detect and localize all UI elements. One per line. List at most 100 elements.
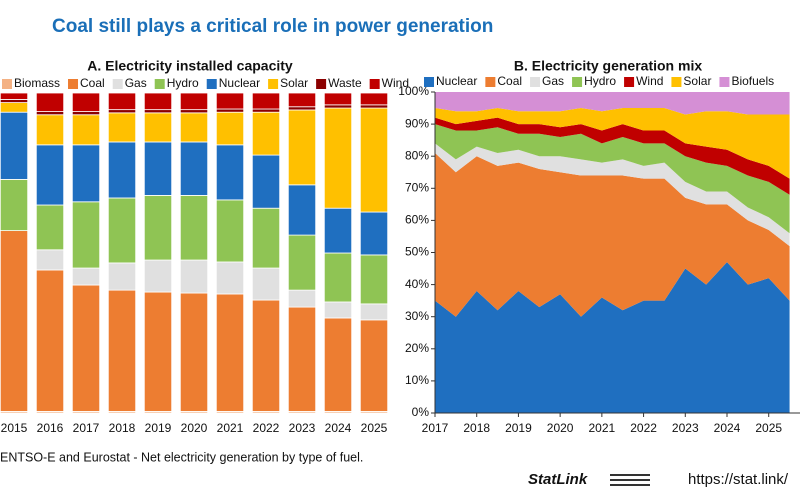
bar-segment [143, 112, 173, 143]
legend-label: Nuclear [219, 76, 260, 90]
bar-segment [359, 319, 389, 412]
y-tick-label: 60% [405, 213, 429, 227]
bar-segment [359, 107, 389, 213]
x-tick-label: 2020 [181, 421, 208, 435]
bar-segment [215, 199, 245, 263]
bar-segment [215, 111, 245, 146]
x-tick-label: 2018 [463, 421, 490, 435]
bar-segment [35, 144, 65, 206]
bar-segment [0, 92, 29, 100]
bar-segment [179, 194, 209, 261]
x-tick-label: 2021 [217, 421, 244, 435]
bar-segment [35, 111, 65, 116]
legend-swatch [68, 79, 79, 89]
statlink-label: StatLink [528, 471, 588, 488]
legend-label: Wind [382, 76, 409, 90]
legend-label: Wind [636, 74, 663, 88]
legend-label: Solar [683, 74, 711, 88]
legend-swatch [2, 79, 12, 89]
bar-segment [251, 267, 281, 301]
x-tick-label: 2020 [547, 421, 574, 435]
page-title: Coal still plays a critical role in powe… [52, 16, 493, 37]
bar-segment [0, 111, 29, 180]
bar-segment [35, 204, 65, 251]
legend-label: Coal [497, 74, 522, 88]
bar-segment [71, 111, 101, 116]
bar-segment [179, 141, 209, 196]
legend-label: Hydro [584, 74, 616, 88]
x-tick-label: 2022 [630, 421, 657, 435]
x-tick-label: 2024 [325, 421, 352, 435]
source-note: ENTSO-E and Eurostat - Net electricity g… [0, 450, 363, 464]
area [435, 262, 790, 413]
bar-segment [0, 178, 29, 231]
legend-swatch [206, 79, 217, 89]
x-tick-label: 2023 [289, 421, 316, 435]
y-tick-label: 0% [412, 405, 430, 419]
y-tick-label: 40% [405, 277, 429, 291]
bar-segment [35, 92, 65, 112]
bar-segment [359, 104, 389, 109]
area [435, 152, 790, 317]
y-tick-label: 20% [405, 341, 429, 355]
bar-segment [287, 106, 317, 111]
bar-segment [251, 92, 281, 110]
area [435, 124, 790, 234]
bar-segment [359, 92, 389, 106]
x-tick-label: 2015 [1, 421, 28, 435]
y-tick-label: 30% [405, 309, 429, 323]
legend-swatch [316, 79, 327, 89]
bar-segment [71, 114, 101, 146]
y-tick-label: 80% [405, 148, 429, 162]
legend-label: Solar [280, 76, 308, 90]
legend-swatch [624, 77, 635, 87]
bar-segment [107, 289, 137, 412]
x-tick-label: 2021 [589, 421, 616, 435]
y-tick-label: 90% [405, 116, 429, 130]
area [435, 92, 790, 115]
x-tick-label: 2019 [505, 421, 532, 435]
legend-label: Hydro [167, 76, 199, 90]
bar-segment [215, 144, 245, 201]
x-tick-label: 2019 [145, 421, 172, 435]
legend-label: Waste [328, 76, 362, 90]
legend-swatch [424, 77, 434, 87]
x-tick-label: 2023 [672, 421, 699, 435]
bar-segment [287, 234, 317, 291]
y-tick-label: 50% [405, 245, 429, 259]
x-tick-label: 2024 [714, 421, 741, 435]
chart-title: B. Electricity generation mix [514, 58, 702, 74]
area [435, 108, 790, 179]
x-tick-label: 2022 [253, 421, 280, 435]
bar-segment [179, 112, 209, 143]
bar-segment [107, 262, 137, 291]
bar-segment [251, 207, 281, 269]
bar-segment [287, 92, 317, 108]
x-tick-label: 2017 [422, 421, 449, 435]
x-tick-label: 2017 [73, 421, 100, 435]
y-tick-label: 70% [405, 180, 429, 194]
statlink-icon [610, 474, 650, 486]
legend-swatch [369, 79, 380, 89]
bar-segment [215, 108, 245, 113]
bar-segment [179, 259, 209, 294]
bar-segment [287, 109, 317, 186]
bar-segment [215, 92, 245, 110]
bar-segment [323, 301, 353, 319]
bar-segment [71, 267, 101, 286]
bar-segment [251, 111, 281, 156]
area [435, 117, 790, 195]
bar-segment [323, 92, 353, 106]
bar-segment [287, 306, 317, 412]
bar-segment [143, 92, 173, 111]
bar-segment [143, 141, 173, 196]
chart-title: A. Electricity installed capacity [87, 58, 293, 74]
legend-swatch [671, 77, 682, 87]
bar-segment [143, 109, 173, 114]
legend-label: Biomass [14, 76, 60, 90]
legend-swatch [485, 77, 496, 87]
bar-segment [0, 230, 29, 412]
bar-segment [359, 211, 389, 256]
legend-swatch [268, 79, 279, 89]
